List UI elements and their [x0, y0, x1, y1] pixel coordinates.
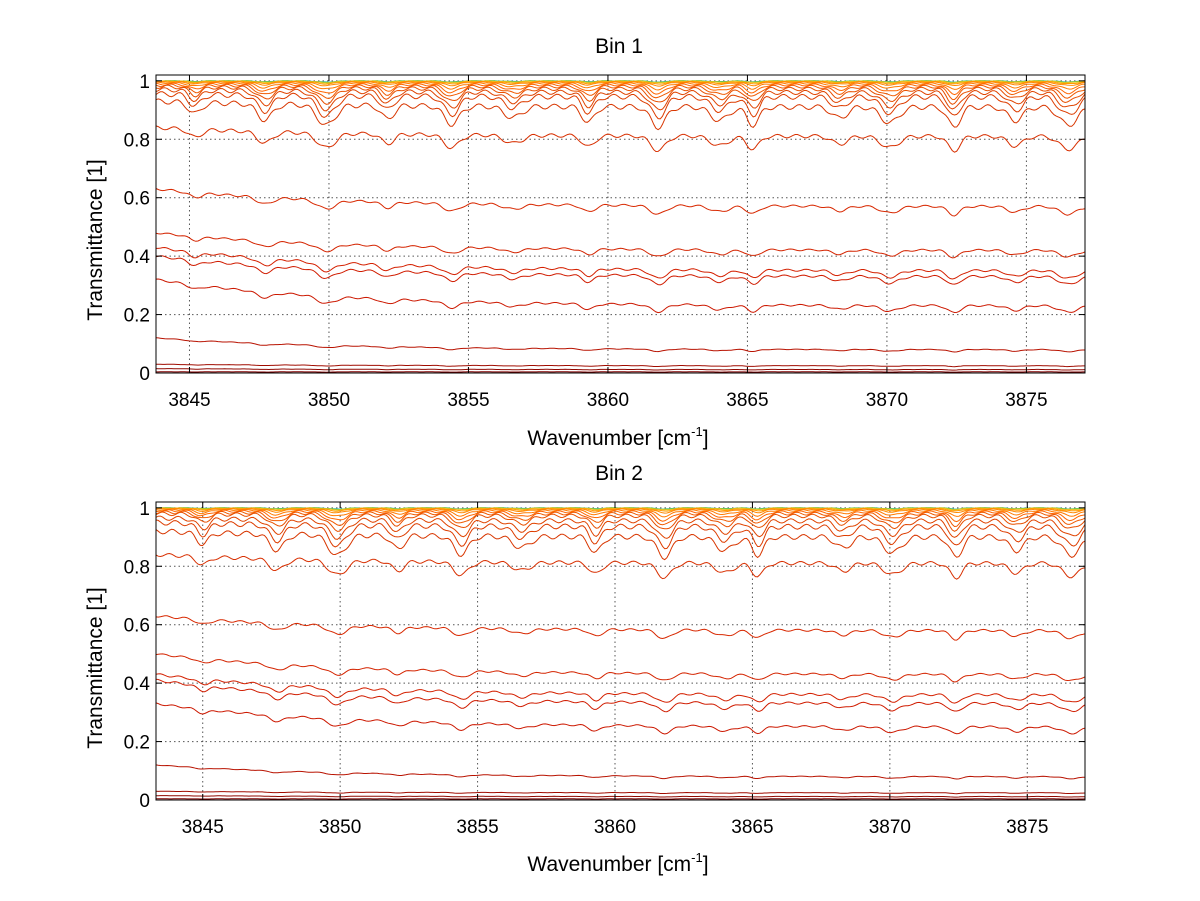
spectrum-series-line — [155, 81, 1086, 91]
y-tick-label: 0.8 — [124, 130, 150, 151]
x-tick-label: 3860 — [594, 817, 636, 838]
spectrum-series-line — [155, 552, 1086, 580]
axes-frame-bin-2 — [155, 501, 1086, 801]
spectrum-series-line — [156, 246, 1086, 280]
y-tick-label: 1 — [139, 72, 150, 93]
spectrum-series-line — [156, 795, 1086, 798]
x-tick-label: 3870 — [869, 817, 911, 838]
x-tick-label: 3870 — [866, 390, 908, 411]
spectrum-series-line — [155, 337, 1085, 353]
panel-bin-2: Bin 2 3845 3850 3855 3860 3865 3870 3875 00.20… — [84, 462, 1086, 876]
y-tick-label: 1 — [139, 499, 150, 520]
spectrum-series-line — [155, 702, 1086, 735]
x-tick-label: 3865 — [731, 817, 773, 838]
spectrum-series-line — [155, 91, 1086, 120]
spectrum-series-line — [155, 255, 1086, 286]
spectrum-series-line — [155, 678, 1086, 713]
spectrum-series-line — [155, 510, 1086, 528]
x-tick-label: 3845 — [168, 390, 210, 411]
spectrum-series-line — [155, 511, 1086, 532]
x-tick-label: 3875 — [1005, 390, 1047, 411]
x-tick-label: 3855 — [447, 390, 489, 411]
x-tick-label: 3865 — [726, 390, 768, 411]
spectrum-series-line — [155, 508, 1086, 518]
x-tick-label: 3845 — [182, 817, 224, 838]
x-axis-label-bin-2: Wavenumber [cm-1] — [527, 850, 708, 876]
y-tick-label: 0.6 — [124, 616, 150, 637]
spectrum-series-line — [155, 98, 1086, 131]
y-ticks-bin-1: 0 0.2 0.4 0.6 0.8 1 — [124, 72, 1085, 385]
spectrum-series-line — [155, 83, 1086, 101]
spectrum-series-line — [155, 528, 1086, 561]
spectrum-series-line — [155, 84, 1086, 105]
series-group-bin-2 — [155, 507, 1086, 800]
grid-bin-2 — [156, 502, 1085, 800]
y-tick-label: 0.2 — [124, 733, 150, 754]
spectrum-series-line — [155, 363, 1085, 368]
spectrum-series-line — [155, 653, 1086, 683]
axes-frame-bin-1 — [155, 74, 1086, 374]
chart-title-bin-1: Bin 1 — [595, 35, 643, 58]
x-ticks-bin-2: 3845 3850 3855 3860 3865 3870 3875 — [182, 502, 1048, 838]
y-tick-label: 0 — [139, 364, 150, 385]
x-tick-label: 3850 — [319, 817, 361, 838]
x-axis-label-bin-1: Wavenumber [cm-1] — [527, 424, 708, 450]
spectrum-series-line — [155, 615, 1086, 641]
spectrum-series-line — [155, 278, 1086, 314]
spectrum-series-line — [155, 515, 1086, 540]
grid-bin-1 — [156, 75, 1085, 373]
spectrum-series-line — [155, 764, 1086, 780]
y-tick-label: 0.4 — [124, 247, 151, 268]
spectrum-series-line — [155, 188, 1086, 217]
y-tick-label: 0.6 — [124, 189, 150, 210]
x-tick-label: 3855 — [456, 817, 498, 838]
y-tick-label: 0 — [139, 791, 150, 812]
y-axis-label-bin-2: Transmittance [1] — [84, 587, 107, 748]
chart-title-bin-2: Bin 2 — [595, 462, 643, 485]
x-tick-label: 3875 — [1006, 817, 1048, 838]
series-group-bin-1 — [155, 80, 1086, 373]
spectrum-series-line — [155, 790, 1086, 795]
spectrum-series-line — [155, 673, 1086, 704]
spectrum-series-line — [155, 125, 1085, 153]
y-tick-label: 0.2 — [124, 306, 150, 327]
spectrum-series-line — [155, 508, 1086, 514]
spectrum-series-line — [155, 368, 1086, 371]
spectrum-series-line — [155, 519, 1086, 550]
x-ticks-bin-1: 3845 3850 3855 3860 3865 3870 3875 — [168, 75, 1048, 411]
x-tick-label: 3850 — [308, 390, 350, 411]
y-tick-label: 0.4 — [124, 674, 151, 695]
spectrum-series-line — [155, 87, 1086, 112]
panel-bin-1: Bin 1 3845 3850 3855 3860 3865 3870 3875 00.20… — [84, 35, 1086, 450]
y-tick-label: 0.8 — [124, 557, 150, 578]
spectrum-series-line — [155, 232, 1086, 259]
y-axis-label-bin-1: Transmittance [1] — [84, 159, 107, 320]
y-ticks-bin-2: 0 0.2 0.4 0.6 0.8 1 — [124, 499, 1085, 812]
spectrum-series-line — [155, 81, 1086, 87]
x-tick-label: 3860 — [587, 390, 629, 411]
